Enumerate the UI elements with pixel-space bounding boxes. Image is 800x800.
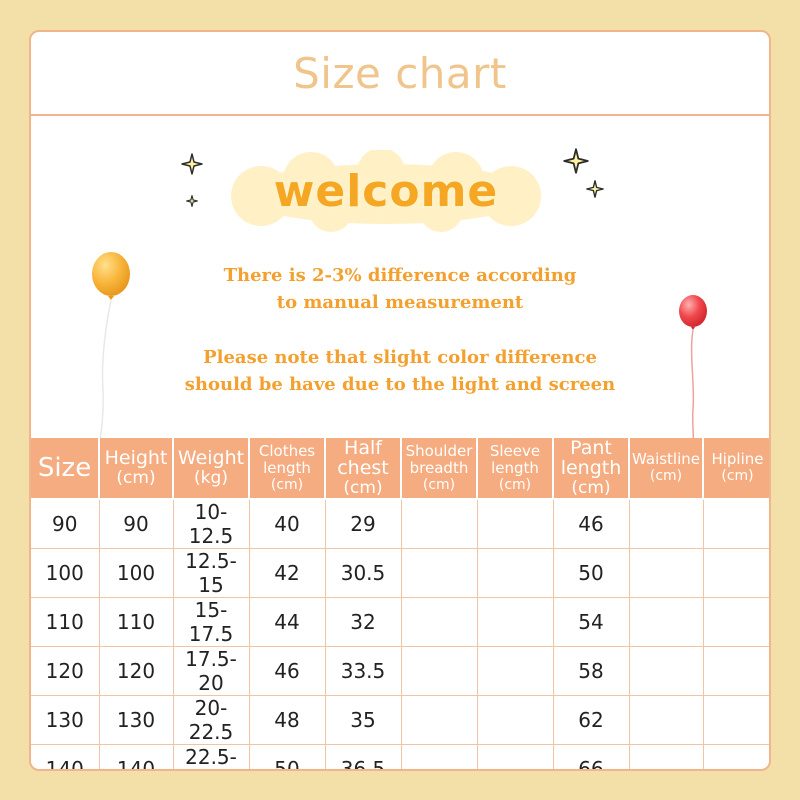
cell-hipline — [703, 597, 769, 647]
column-header-clothes-length: Clothes length (cm) — [249, 438, 326, 500]
cell-pant-length: 54 — [553, 597, 630, 647]
cell-clothes-length: 46 — [249, 646, 326, 696]
cell-shoulder-breadth — [401, 646, 478, 696]
cell-weight: 20-22.5 — [173, 695, 250, 745]
welcome-banner: welcome — [31, 118, 769, 449]
table-row: 110 110 15-17.5 44 32 54 — [31, 597, 769, 647]
page-title: Size chart — [293, 48, 507, 98]
cloud-shape — [231, 150, 541, 232]
cell-shoulder-breadth — [401, 744, 478, 769]
cell-height: 140 — [99, 744, 174, 769]
cell-size: 100 — [31, 548, 100, 598]
cell-waistline — [629, 548, 704, 598]
cell-shoulder-breadth — [401, 695, 478, 745]
cell-size: 140 — [31, 744, 100, 769]
size-table: Size Height (cm) Weight (kg) Clothes lengt… — [31, 438, 769, 770]
cell-waistline — [629, 695, 704, 745]
column-header-height: Height (cm) — [99, 438, 174, 500]
cell-weight: 10-12.5 — [173, 499, 250, 549]
column-header-weight: Weight (kg) — [173, 438, 250, 500]
orange-balloon-icon — [92, 252, 130, 449]
cell-clothes-length: 42 — [249, 548, 326, 598]
cell-weight: 17.5-20 — [173, 646, 250, 696]
cell-clothes-length: 40 — [249, 499, 326, 549]
table-row: 140 140 22.5-25 50 36.5 66 — [31, 744, 769, 770]
cell-height: 130 — [99, 695, 174, 745]
color-note: Please note that slight color difference… — [31, 344, 769, 398]
welcome-heading: welcome — [273, 165, 499, 217]
cell-height: 90 — [99, 499, 174, 549]
cell-shoulder-breadth — [401, 597, 478, 647]
cell-pant-length: 58 — [553, 646, 630, 696]
cell-sleeve-length — [477, 646, 554, 696]
cell-size: 120 — [31, 646, 100, 696]
sparkle-icon — [181, 153, 203, 175]
cell-size: 130 — [31, 695, 100, 745]
cell-hipline — [703, 646, 769, 696]
color-note-line2: should be have due to the light and scre… — [184, 374, 616, 395]
column-header-sleeve-length: Sleeve length (cm) — [477, 438, 554, 500]
cell-pant-length: 62 — [553, 695, 630, 745]
color-note-line1: Please note that slight color difference — [203, 347, 597, 368]
cell-sleeve-length — [477, 695, 554, 745]
cell-hipline — [703, 548, 769, 598]
column-header-size: Size — [31, 438, 100, 500]
column-header-pant-length: Pant length (cm) — [553, 438, 630, 500]
cell-sleeve-length — [477, 597, 554, 647]
cell-half-chest: 33.5 — [325, 646, 402, 696]
cell-hipline — [703, 745, 769, 770]
cell-shoulder-breadth — [401, 499, 478, 549]
column-header-waistline: Waistline (cm) — [629, 438, 704, 500]
cell-waistline — [629, 597, 704, 647]
size-chart-card: Size chart welcome — [29, 30, 771, 771]
cell-pant-length: 66 — [553, 744, 630, 769]
cell-clothes-length: 48 — [249, 695, 326, 745]
measurement-note-line2: to manual measurement — [276, 292, 524, 313]
cell-waistline — [629, 646, 704, 696]
cell-half-chest: 30.5 — [325, 548, 402, 598]
column-header-half-chest: Half chest (cm) — [325, 438, 402, 500]
cell-half-chest: 36.5 — [325, 744, 402, 769]
cell-sleeve-length — [477, 548, 554, 598]
cell-pant-length: 50 — [553, 548, 630, 598]
table-row: 120 120 17.5-20 46 33.5 58 — [31, 646, 769, 696]
cell-height: 100 — [99, 548, 174, 598]
measurement-note-line1: There is 2-3% difference according — [223, 265, 577, 286]
cell-shoulder-breadth — [401, 548, 478, 598]
cell-height: 120 — [99, 646, 174, 696]
table-header-row: Size Height (cm) Weight (kg) Clothes lengt… — [31, 438, 769, 500]
cell-clothes-length: 44 — [249, 597, 326, 647]
sparkle-icon — [563, 148, 589, 174]
cell-half-chest: 29 — [325, 499, 402, 549]
cell-half-chest: 32 — [325, 597, 402, 647]
cell-weight: 22.5-25 — [173, 744, 250, 769]
cell-height: 110 — [99, 597, 174, 647]
sparkle-icon — [586, 180, 604, 198]
sparkle-icon — [186, 195, 198, 207]
column-header-shoulder-breadth: Shoulder breadth (cm) — [401, 438, 478, 500]
cell-waistline — [629, 499, 704, 549]
red-balloon-icon — [679, 295, 707, 443]
cell-waistline — [629, 744, 704, 769]
cell-pant-length: 46 — [553, 499, 630, 549]
cell-clothes-length: 50 — [249, 744, 326, 769]
measurement-note: There is 2-3% difference according to ma… — [31, 262, 769, 316]
title-bar: Size chart — [31, 32, 769, 116]
cell-hipline — [703, 499, 769, 549]
cell-hipline — [703, 695, 769, 745]
column-header-hipline: Hipline (cm) — [703, 438, 769, 500]
cell-size: 110 — [31, 597, 100, 647]
table-row: 100 100 12.5-15 42 30.5 50 — [31, 548, 769, 598]
table-row: 90 90 10-12.5 40 29 46 — [31, 499, 769, 549]
cell-weight: 15-17.5 — [173, 597, 250, 647]
cell-sleeve-length — [477, 744, 554, 769]
cell-half-chest: 35 — [325, 695, 402, 745]
cell-sleeve-length — [477, 499, 554, 549]
cell-size: 90 — [31, 499, 100, 549]
cell-weight: 12.5-15 — [173, 548, 250, 598]
table-row: 130 130 20-22.5 48 35 62 — [31, 695, 769, 745]
